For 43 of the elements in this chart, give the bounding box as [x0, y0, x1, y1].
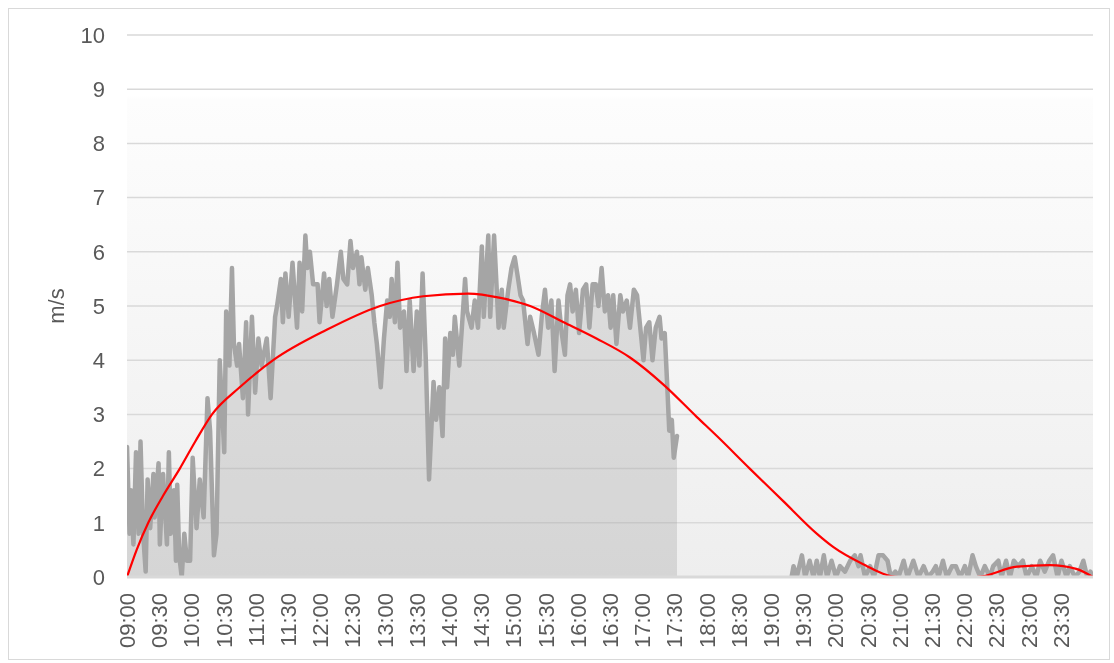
- y-tick-label: 8: [92, 131, 105, 157]
- x-tick-label: 13:00: [372, 593, 398, 649]
- y-axis-title: m/s: [43, 288, 69, 324]
- x-tick-label: 15:00: [500, 593, 526, 649]
- y-tick-label: 1: [92, 510, 105, 536]
- y-tick-label: 7: [92, 185, 105, 211]
- x-tick-label: 23:00: [1016, 593, 1042, 649]
- x-tick-label: 17:00: [629, 593, 655, 649]
- x-tick-label: 19:30: [790, 593, 816, 649]
- x-tick-label: 18:30: [726, 593, 752, 649]
- x-tick-label: 21:30: [919, 593, 945, 649]
- x-tick-label: 19:00: [758, 593, 784, 649]
- y-tick-label: 5: [92, 293, 105, 319]
- x-tick-label: 11:30: [275, 593, 301, 647]
- x-tick-label: 16:30: [597, 593, 623, 649]
- x-tick-label: 11:00: [243, 593, 269, 647]
- y-tick-label: 0: [92, 564, 105, 590]
- x-tick-label: 16:00: [565, 593, 591, 649]
- x-tick-label: 09:00: [114, 593, 140, 649]
- line-series: [127, 292, 1093, 577]
- x-tick-label: 20:00: [822, 593, 848, 649]
- x-tick-label: 14:00: [436, 593, 462, 649]
- x-tick-label: 22:30: [983, 593, 1009, 649]
- y-tick-label: 10: [80, 22, 105, 48]
- x-tick-label: 21:00: [887, 593, 913, 649]
- x-tick-label: 14:30: [468, 593, 494, 649]
- x-tick-label: 23:30: [1048, 593, 1074, 649]
- x-tick-label: 09:30: [146, 593, 172, 649]
- y-tick-label: 3: [92, 402, 105, 428]
- x-tick-label: 17:30: [661, 593, 687, 649]
- x-tick-label: 10:30: [211, 593, 237, 649]
- y-tick-label: 9: [92, 77, 105, 103]
- y-tick-label: 6: [92, 239, 105, 265]
- x-tick-label: 13:30: [404, 593, 430, 649]
- x-tick-label: 10:00: [178, 593, 204, 649]
- x-tick-label: 12:30: [339, 593, 365, 649]
- x-tick-label: 22:00: [951, 593, 977, 649]
- y-tick-label: 2: [92, 456, 105, 482]
- x-tick-label: 18:00: [694, 593, 720, 649]
- y-tick-label: 4: [92, 348, 105, 374]
- x-tick-label: 12:00: [307, 593, 333, 649]
- x-tick-label: 15:30: [533, 593, 559, 649]
- x-tick-label: 20:30: [855, 593, 881, 649]
